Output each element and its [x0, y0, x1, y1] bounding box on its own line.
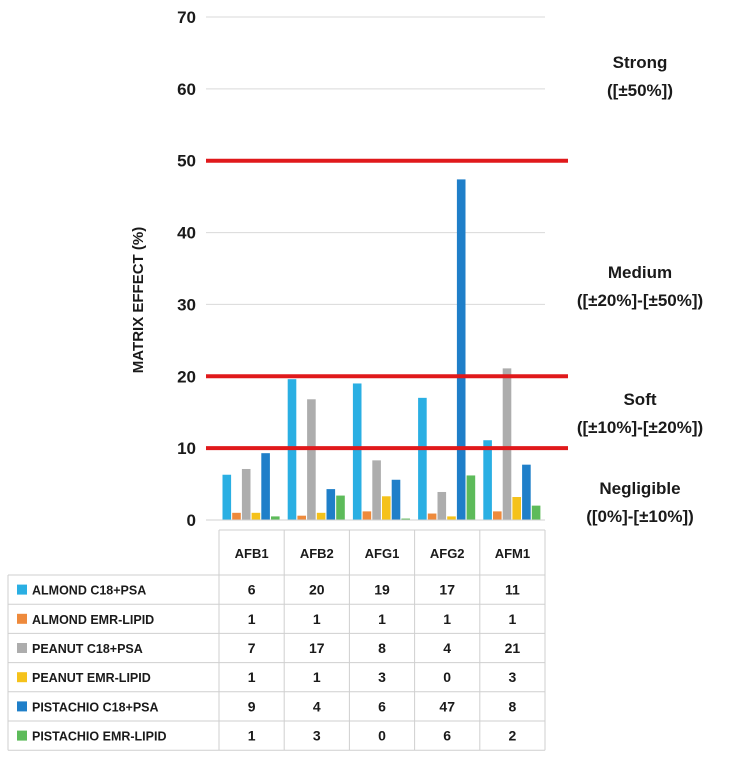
bar — [418, 397, 427, 520]
table-cell: 4 — [443, 640, 451, 656]
table-cell: 3 — [313, 728, 321, 744]
legend-swatch — [17, 730, 27, 741]
zone-range: ([0%]-[±10%]) — [586, 507, 694, 526]
series-label: PISTACHIO C18+PSA — [32, 700, 159, 714]
bar — [326, 489, 336, 520]
table-cell: 7 — [248, 640, 256, 656]
bar — [437, 491, 447, 520]
bar — [251, 512, 261, 520]
table-cell: 6 — [248, 582, 256, 598]
table-cell: 0 — [443, 669, 451, 685]
table-cell: 1 — [313, 669, 321, 685]
series-label: ALMOND EMR-LIPID — [32, 613, 154, 627]
table-cell: 1 — [248, 611, 256, 627]
bar — [222, 474, 232, 520]
bar — [316, 512, 326, 520]
table-cell: 9 — [248, 698, 256, 714]
table-cell: 8 — [378, 640, 386, 656]
bar — [232, 512, 241, 520]
legend-swatch — [17, 701, 27, 712]
table-cell: 1 — [248, 669, 256, 685]
zone-label: Negligible — [599, 479, 680, 498]
table-cell: 47 — [439, 698, 455, 714]
legend-swatch — [17, 584, 27, 595]
bar — [352, 383, 362, 520]
table-cell: 8 — [509, 698, 517, 714]
bar — [493, 511, 502, 520]
category-label: AFG1 — [365, 546, 400, 561]
bar — [261, 453, 270, 520]
bar — [502, 368, 512, 520]
bar — [391, 479, 401, 520]
category-label: AFM1 — [495, 546, 530, 561]
category-label: AFB1 — [235, 546, 269, 561]
category-label: AFG2 — [430, 546, 465, 561]
zone-range: ([±50%]) — [607, 81, 673, 100]
table-cell: 17 — [309, 640, 325, 656]
legend-swatch — [17, 613, 27, 624]
zone-label: Medium — [608, 263, 672, 282]
y-tick-label: 0 — [187, 511, 196, 530]
table-cell: 6 — [378, 698, 386, 714]
legend-swatch — [17, 672, 27, 683]
bar — [483, 440, 492, 520]
table-cell: 2 — [509, 728, 517, 744]
table-cell: 21 — [505, 640, 521, 656]
series-label: PISTACHIO EMR-LIPID — [32, 730, 167, 744]
table-cell: 4 — [313, 698, 321, 714]
table-cell: 1 — [248, 728, 256, 744]
zone-label: Strong — [613, 53, 668, 72]
bar — [512, 497, 521, 520]
y-tick-label: 50 — [177, 152, 196, 171]
bar — [427, 513, 437, 520]
zone-range: ([±10%]-[±20%]) — [577, 418, 703, 437]
table-cell: 6 — [443, 728, 451, 744]
table-cell: 19 — [374, 582, 390, 598]
series-label: ALMOND C18+PSA — [32, 584, 146, 598]
bar — [336, 495, 345, 520]
category-label: AFB2 — [300, 546, 334, 561]
bar — [372, 460, 381, 520]
table-cell: 11 — [505, 582, 520, 598]
table-cell: 0 — [378, 728, 386, 744]
table-cell: 1 — [443, 611, 451, 627]
zone-label: Soft — [623, 390, 656, 409]
table-cell: 1 — [509, 611, 517, 627]
bar — [447, 516, 456, 520]
table-cell: 3 — [378, 669, 386, 685]
bar — [362, 511, 372, 520]
table-cell: 1 — [378, 611, 386, 627]
zone-range: ([±20%]-[±50%]) — [577, 291, 703, 310]
bar — [297, 515, 306, 520]
y-tick-label: 70 — [177, 8, 196, 27]
y-tick-label: 10 — [177, 439, 196, 458]
bar — [382, 496, 391, 520]
y-tick-label: 40 — [177, 224, 196, 243]
series-label: PEANUT EMR-LIPID — [32, 671, 151, 685]
y-tick-label: 30 — [177, 295, 196, 314]
y-tick-label: 60 — [177, 80, 196, 99]
table-cell: 17 — [439, 582, 455, 598]
table-cell: 20 — [309, 582, 325, 598]
bar — [241, 468, 251, 520]
bar — [531, 505, 541, 520]
bar — [271, 516, 280, 520]
series-label: PEANUT C18+PSA — [32, 642, 143, 656]
y-tick-label: 20 — [177, 367, 196, 386]
bar — [456, 179, 466, 520]
table-cell: 3 — [509, 669, 517, 685]
bar — [522, 464, 531, 520]
y-axis-label: MATRIX EFFECT (%) — [130, 227, 147, 373]
legend-swatch — [17, 643, 27, 653]
bar — [401, 518, 410, 520]
table-cell: 1 — [313, 611, 321, 627]
bar — [466, 475, 476, 520]
bar — [307, 399, 316, 520]
